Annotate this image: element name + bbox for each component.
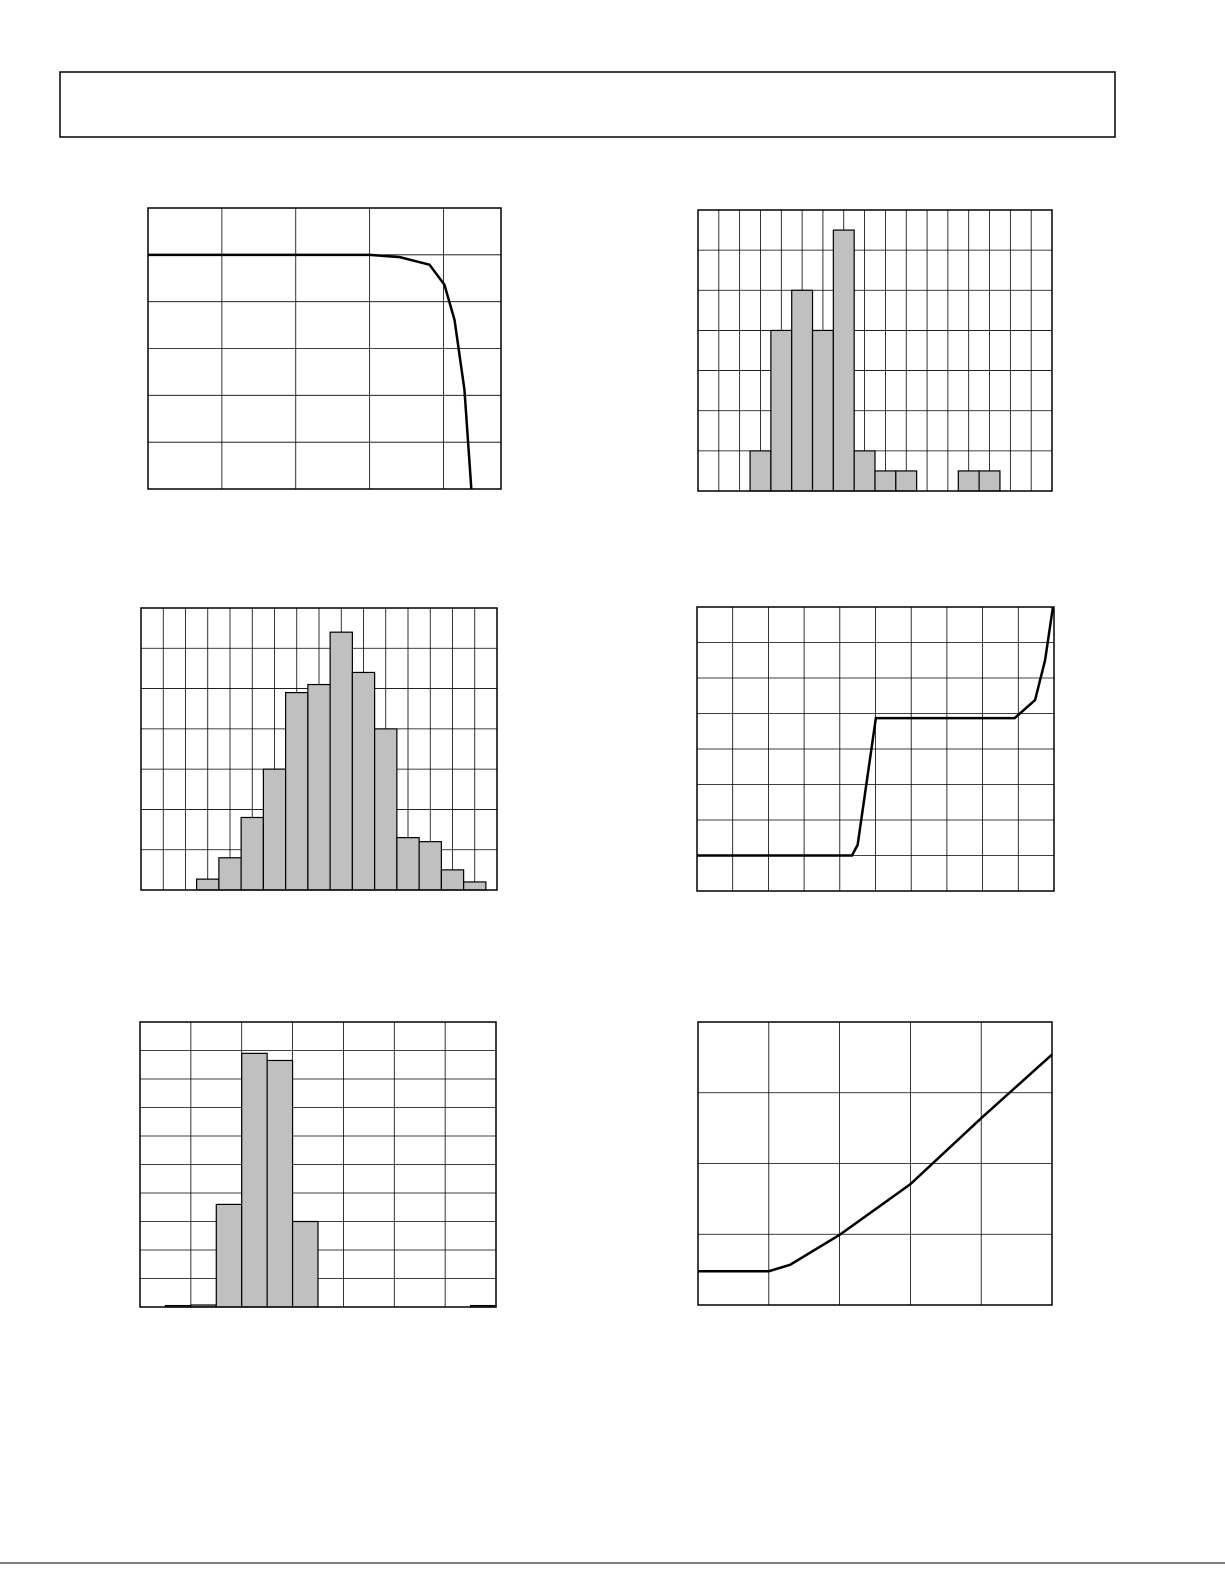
bar <box>957 470 980 492</box>
plot-frame <box>697 1021 1053 1306</box>
plot-frame <box>147 207 502 490</box>
bar <box>770 329 793 492</box>
plot-frame <box>140 607 498 891</box>
bar <box>811 329 834 492</box>
plot-frame <box>696 606 1055 892</box>
bar <box>351 671 376 891</box>
bar <box>832 229 855 492</box>
bar <box>396 837 420 891</box>
curve <box>697 606 1055 857</box>
bar <box>218 857 242 891</box>
bar <box>895 470 918 492</box>
curve <box>698 1053 1053 1273</box>
bar <box>285 691 309 891</box>
bar <box>853 450 876 492</box>
bar <box>440 869 465 891</box>
bar <box>307 683 331 891</box>
curve <box>148 253 473 490</box>
bar <box>978 470 1001 492</box>
bar <box>329 631 353 891</box>
bar <box>241 1052 268 1308</box>
bar <box>266 1059 294 1308</box>
bar <box>374 728 398 891</box>
header-box <box>59 71 1116 138</box>
bar <box>418 841 442 891</box>
bar <box>791 289 814 492</box>
bar <box>196 878 220 891</box>
bar <box>291 1220 319 1308</box>
bar <box>240 816 264 891</box>
plot-area <box>698 210 1052 491</box>
bar <box>215 1203 243 1308</box>
plot-frame <box>697 209 1053 492</box>
bar <box>262 768 287 891</box>
bar <box>874 470 897 492</box>
bar <box>749 450 772 492</box>
bar <box>463 881 487 891</box>
plot-frame <box>139 1021 497 1308</box>
